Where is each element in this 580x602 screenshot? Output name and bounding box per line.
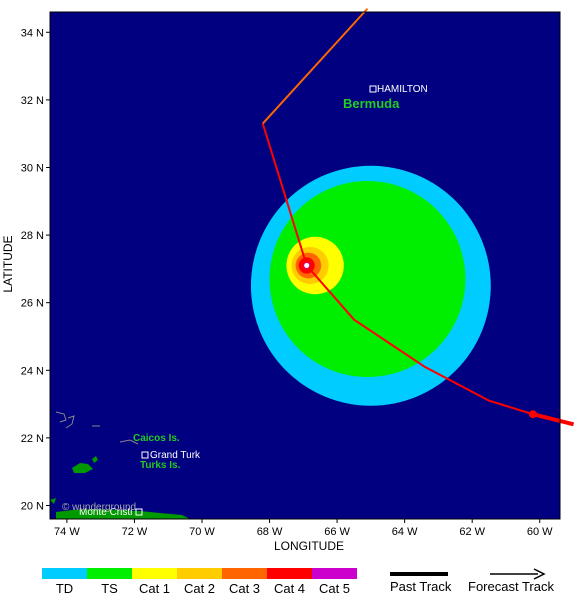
marker-group [304, 263, 537, 419]
legend-item-cat-3: Cat 3 [222, 568, 267, 598]
past-track-line [532, 412, 574, 427]
bermuda-label: Bermuda [343, 96, 400, 111]
legend-item-cat-1: Cat 1 [132, 568, 177, 598]
past-position-marker [528, 410, 537, 419]
legend-label: Cat 4 [273, 581, 306, 596]
lat-tick-label: 26 N [21, 298, 44, 310]
legend-swatch [177, 568, 222, 579]
wind-field-ts [269, 181, 466, 378]
lat-tick-label: 34 N [21, 27, 44, 39]
legend-item-cat-4: Cat 4 [267, 568, 312, 598]
legend-swatch [222, 568, 267, 579]
place-labels: HAMILTON Bermuda Caicos Is. Grand Turk T… [62, 84, 428, 518]
grand-turk-marker-icon [141, 451, 149, 459]
hamilton-marker-icon [369, 85, 377, 93]
forecast-track-extension [262, 7, 369, 125]
forecast-track-legend: Forecast Track [468, 568, 574, 598]
lat-tick-label: 32 N [21, 95, 44, 107]
monte-cristi-marker-icon [135, 508, 143, 516]
x-axis-title: LONGITUDE [274, 539, 344, 553]
axis-ticks: 74 W 72 W 70 W 68 W 66 W 64 W 62 W 60 W 20 N 22 N… [21, 27, 553, 538]
monte-cristi-label: Monte Cristi [79, 507, 132, 518]
lon-tick-label: 70 W [189, 526, 215, 538]
lon-tick-label: 62 W [459, 526, 485, 538]
y-axis-title: LATITUDE [1, 235, 15, 292]
lat-tick-label: 24 N [21, 365, 44, 377]
lon-tick-label: 60 W [527, 526, 553, 538]
legend-label: Cat 3 [228, 581, 261, 596]
lat-tick-label: 30 N [21, 162, 44, 174]
lat-tick-label: 20 N [21, 500, 44, 512]
island-outline-1 [55, 411, 67, 423]
forecast-arrow-icon [490, 568, 546, 580]
past-track-legend: Past Track [390, 568, 460, 598]
lat-tick-label: 28 N [21, 230, 44, 242]
legend-item-cat-5: Cat 5 [312, 568, 357, 598]
legend-item-td: TD [42, 568, 87, 598]
lat-tick-label: 22 N [21, 433, 44, 445]
legend-item-ts: TS [87, 568, 132, 598]
legend-label: TD [55, 581, 74, 596]
legend-item-cat-2: Cat 2 [177, 568, 222, 598]
legend-label: TS [101, 581, 118, 596]
map-frame [49, 11, 561, 520]
past-track-line-icon [390, 572, 448, 576]
legend-label: Cat 5 [318, 581, 351, 596]
legend-swatch [42, 568, 87, 579]
caicos-label: Caicos Is. [133, 433, 180, 444]
turks-label: Turks Is. [140, 460, 181, 471]
lon-tick-label: 74 W [54, 526, 80, 538]
hispaniola-coast [56, 509, 190, 519]
island-outline-2 [65, 415, 75, 429]
turks-caicos-island-1 [72, 463, 93, 473]
turks-caicos-island-2 [92, 456, 98, 463]
lon-tick-label: 72 W [122, 526, 148, 538]
past-track-label: Past Track [390, 579, 452, 594]
legend-label: Cat 1 [138, 581, 171, 596]
wind-field-group [250, 165, 491, 406]
storm-center-marker [304, 263, 310, 268]
legend-swatch [132, 568, 177, 579]
island-outline-4 [119, 439, 139, 445]
grand-turk-label: Grand Turk [150, 450, 201, 461]
watermark: © wunderground [62, 502, 136, 513]
category-legend: TD TS Cat 1 Cat 2 Cat 3 Cat 4 Cat 5 [42, 568, 357, 598]
lon-tick-label: 66 W [324, 526, 350, 538]
forecast-track-label: Forecast Track [468, 579, 554, 594]
legend-swatch [312, 568, 357, 579]
lon-tick-label: 64 W [392, 526, 418, 538]
hurricane-track-map: HAMILTON Bermuda Caicos Is. Grand Turk T… [1, 7, 574, 553]
legend-swatch [267, 568, 312, 579]
lon-tick-label: 68 W [257, 526, 283, 538]
caribbean-islands [50, 411, 190, 519]
island-outline-5 [50, 498, 56, 504]
legend-label: Cat 2 [183, 581, 216, 596]
legend-swatch [87, 568, 132, 579]
hamilton-label: HAMILTON [377, 84, 428, 95]
